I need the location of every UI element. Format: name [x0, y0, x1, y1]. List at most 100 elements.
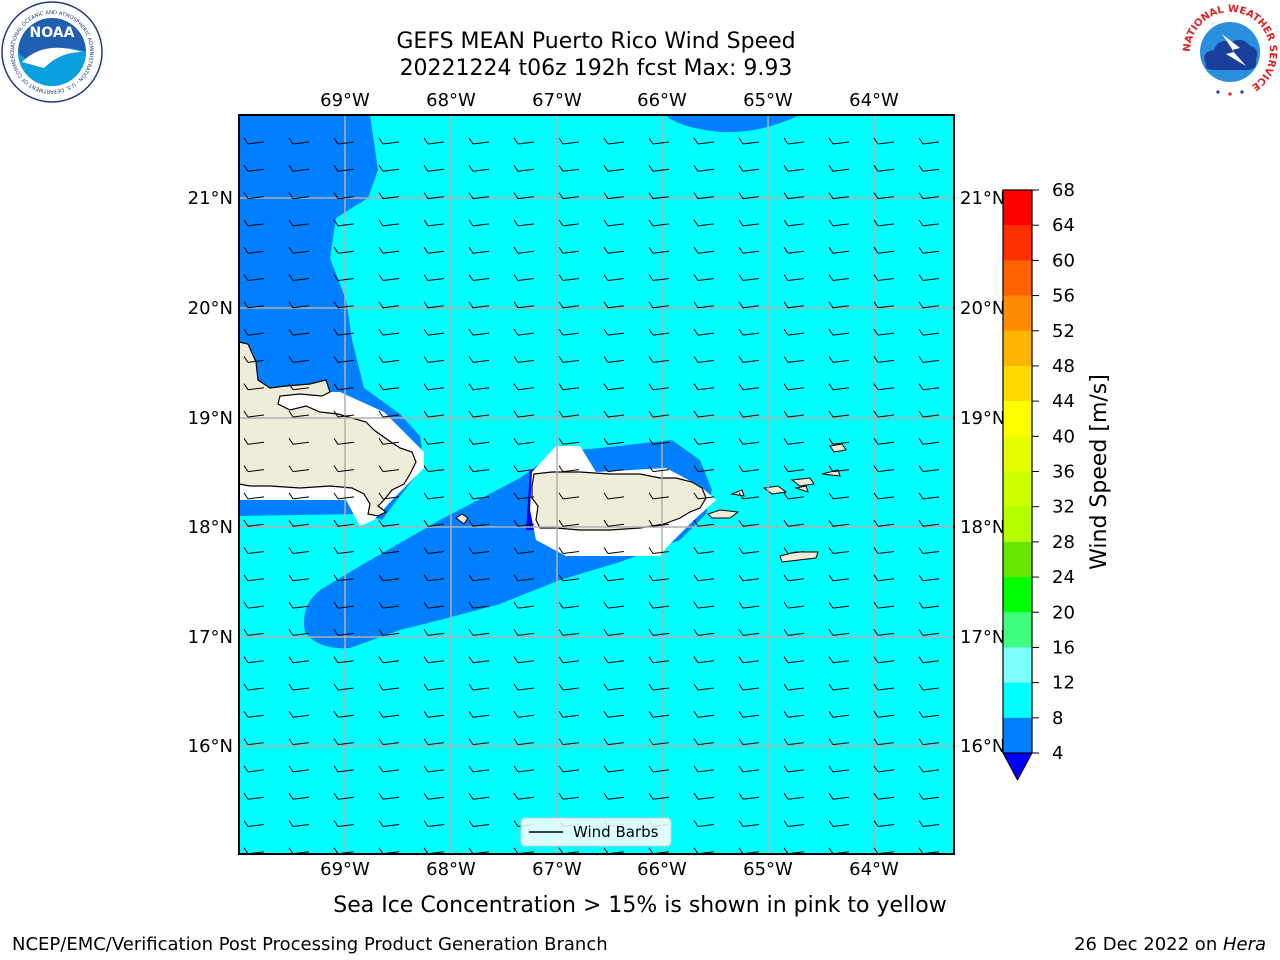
wind-barb — [243, 219, 265, 227]
lat-label-right-18n: 18°N — [960, 517, 1005, 538]
nws-logo-icon: NATIONAL WEATHER SERVICE — [1180, 2, 1280, 102]
wind-barb — [558, 410, 580, 418]
wind-barb — [288, 219, 310, 227]
wind-barb — [378, 574, 400, 582]
wind-barb — [243, 601, 265, 609]
wind-barb — [783, 246, 805, 254]
lat-label-right-17n: 17°N — [960, 627, 1005, 648]
wind-barb — [738, 274, 760, 281]
wind-barb — [603, 492, 625, 500]
wind-barb — [423, 601, 445, 609]
wind-barb — [243, 574, 265, 582]
wind-barb — [558, 356, 580, 363]
wind-barb — [603, 301, 625, 309]
wind-barb — [468, 738, 490, 746]
wind-barb — [918, 738, 940, 746]
wind-barb — [738, 738, 760, 746]
wind-barb — [783, 601, 805, 609]
wind-barb — [783, 192, 805, 200]
land-hispaniola — [239, 341, 417, 517]
wind-barb — [873, 492, 895, 500]
footer-branch: NCEP/EMC/Verification Post Processing Pr… — [12, 934, 608, 955]
lon-label-bottom-65w: 65°W — [743, 859, 793, 880]
wind-barb — [648, 656, 670, 664]
wind-barb — [828, 356, 850, 363]
land-mona — [455, 513, 469, 525]
colorbar-bin — [1003, 647, 1032, 684]
wind-barb — [288, 519, 310, 527]
wind-barb — [648, 738, 670, 746]
wind-barb — [558, 301, 580, 309]
wind-barb — [333, 547, 355, 554]
chart-subtitle: 20221224 t06z 192h fcst Max: 9.93 — [400, 56, 793, 81]
wind-barb — [603, 137, 625, 145]
wind-barb — [243, 438, 265, 445]
wind-barb — [513, 656, 535, 664]
colorbar-tick-label: 8 — [1052, 708, 1063, 729]
lon-label-top-65w: 65°W — [743, 90, 793, 111]
wind-barb — [918, 629, 940, 636]
wind-barb — [423, 438, 445, 445]
wind-barb — [693, 656, 715, 664]
wind-barb — [648, 601, 670, 609]
low-wind-top — [665, 115, 800, 133]
wind-barb — [333, 246, 355, 254]
wind-barb — [603, 246, 625, 254]
colorbar-bin — [1003, 471, 1032, 508]
wind-barb — [603, 711, 625, 718]
wind-barb — [828, 137, 850, 145]
wind-barb — [558, 192, 580, 200]
wind-barb — [738, 328, 760, 336]
wind-barb — [828, 246, 850, 254]
wind-barb — [468, 711, 490, 718]
colorbar-tick-label: 64 — [1052, 215, 1075, 236]
wind-barb — [648, 438, 670, 445]
wind-barb — [603, 274, 625, 281]
wind-barb — [423, 711, 445, 718]
wind-barb — [333, 410, 355, 418]
wind-barb — [693, 137, 715, 145]
wind-barb — [378, 792, 400, 800]
wind-barb — [288, 410, 310, 418]
wind-barb — [288, 301, 310, 309]
wind-barb — [558, 492, 580, 500]
wind-barb — [378, 547, 400, 554]
wind-barb — [423, 792, 445, 800]
wind-barb — [648, 165, 670, 172]
wind-barb — [513, 438, 535, 445]
wind-barb — [378, 328, 400, 336]
wind-barb — [288, 656, 310, 664]
wind-barb — [783, 629, 805, 636]
wind-barb — [558, 519, 580, 527]
wind-barb — [648, 301, 670, 309]
wind-barb — [468, 656, 490, 664]
wind-barb — [738, 137, 760, 145]
wind-barb — [693, 356, 715, 363]
wind-barb — [468, 547, 490, 554]
wind-barb — [243, 792, 265, 800]
wind-barb — [828, 738, 850, 746]
wind-barb — [468, 219, 490, 227]
lon-label-bottom-69w: 69°W — [320, 859, 370, 880]
wind-barb — [558, 738, 580, 746]
wind-barb — [423, 356, 445, 363]
wind-barb — [918, 438, 940, 445]
wind-barb — [828, 574, 850, 582]
wind-barb — [648, 274, 670, 281]
lat-label-left-16n: 16°N — [188, 736, 233, 757]
wind-barb — [288, 574, 310, 582]
wind-barb — [828, 656, 850, 664]
wind-barb — [468, 465, 490, 473]
wind-barb — [828, 274, 850, 281]
wind-barb — [918, 820, 940, 827]
wind-barb — [558, 683, 580, 691]
wind-barbs — [243, 137, 940, 854]
wind-barb — [648, 765, 670, 773]
wind-barb — [918, 519, 940, 527]
wind-barb — [873, 274, 895, 281]
lon-label-top-66w: 66°W — [637, 90, 687, 111]
wind-barb — [873, 383, 895, 391]
wind-barb — [558, 328, 580, 336]
wind-barb — [288, 383, 310, 391]
